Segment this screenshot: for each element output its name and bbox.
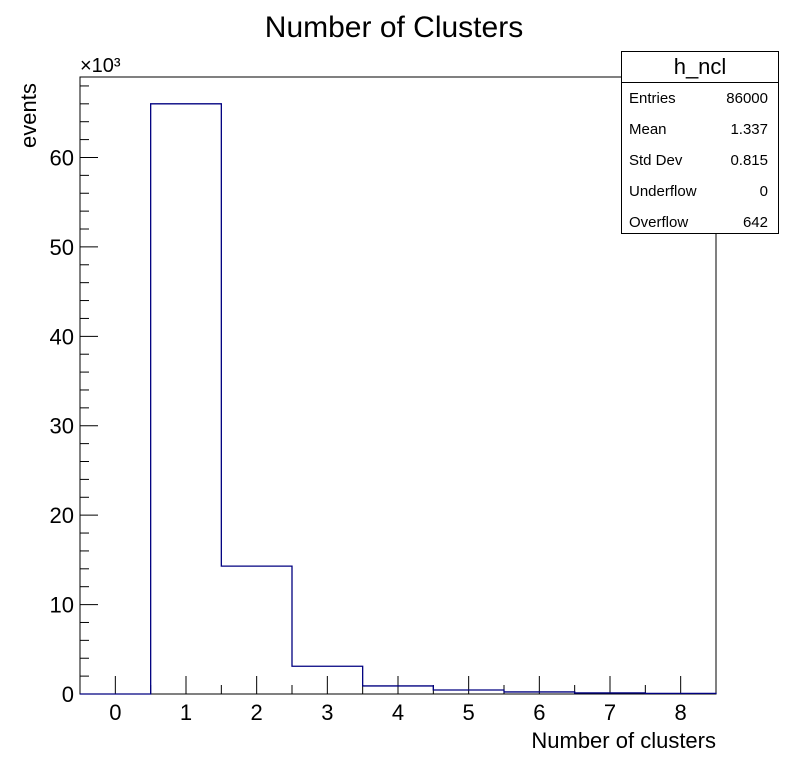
stats-row: Entries 86000 [622, 83, 778, 114]
x-axis-tick-labels: 0 1 2 3 4 5 6 7 8 [109, 700, 687, 725]
stats-row-value: 0.815 [730, 152, 768, 169]
y-tick-label: 0 [62, 682, 74, 707]
y-tick-label: 40 [50, 324, 74, 349]
stats-title: h_ncl [622, 52, 778, 83]
y-tick-label: 30 [50, 414, 74, 439]
stats-row-label: Underflow [629, 183, 697, 200]
x-tick-label: 8 [675, 700, 687, 725]
y-axis-tick-labels: 0 10 20 30 40 50 60 [50, 145, 74, 707]
x-tick-label: 6 [533, 700, 545, 725]
y-tick-label: 20 [50, 503, 74, 528]
x-tick-label: 5 [463, 700, 475, 725]
x-tick-label: 0 [109, 700, 121, 725]
chart-title: Number of Clusters [265, 11, 523, 44]
y-axis-label: events [16, 83, 41, 148]
y-tick-label: 50 [50, 235, 74, 260]
y-tick-label: 60 [50, 145, 74, 170]
x-axis-ticks [79, 676, 717, 694]
stats-rows: Entries 86000 Mean 1.337 Std Dev 0.815 Underfl… [622, 83, 778, 238]
stats-row: Std Dev 0.815 [622, 145, 778, 176]
stats-row-label: Mean [629, 121, 667, 138]
histogram-series [80, 103, 717, 695]
stats-row-value: 642 [742, 214, 768, 231]
stats-row-label: Entries [629, 90, 676, 107]
stats-row: Mean 1.337 [622, 114, 778, 145]
stats-row: Underflow 0 [622, 176, 778, 207]
y-axis-ticks [80, 85, 98, 695]
x-tick-label: 1 [180, 700, 192, 725]
stats-row-value: 86000 [726, 90, 768, 107]
stats-box: h_ncl Entries 86000 Mean 1.337 Std Dev 0.815 U… [621, 51, 779, 234]
stats-row-value: 0 [759, 183, 768, 200]
x-tick-label: 4 [392, 700, 404, 725]
stats-row: Overflow 642 [622, 207, 778, 238]
x-tick-label: 7 [604, 700, 616, 725]
stats-row-label: Overflow [629, 214, 689, 231]
stats-row-value: 1.337 [730, 121, 768, 138]
y-tick-label: 10 [50, 593, 74, 618]
x-tick-label: 3 [321, 700, 333, 725]
y-multiplier-label: ×10³ [80, 55, 121, 77]
x-tick-label: 2 [251, 700, 263, 725]
stats-row-label: Std Dev [629, 152, 683, 169]
x-axis-label: Number of clusters [531, 728, 716, 753]
